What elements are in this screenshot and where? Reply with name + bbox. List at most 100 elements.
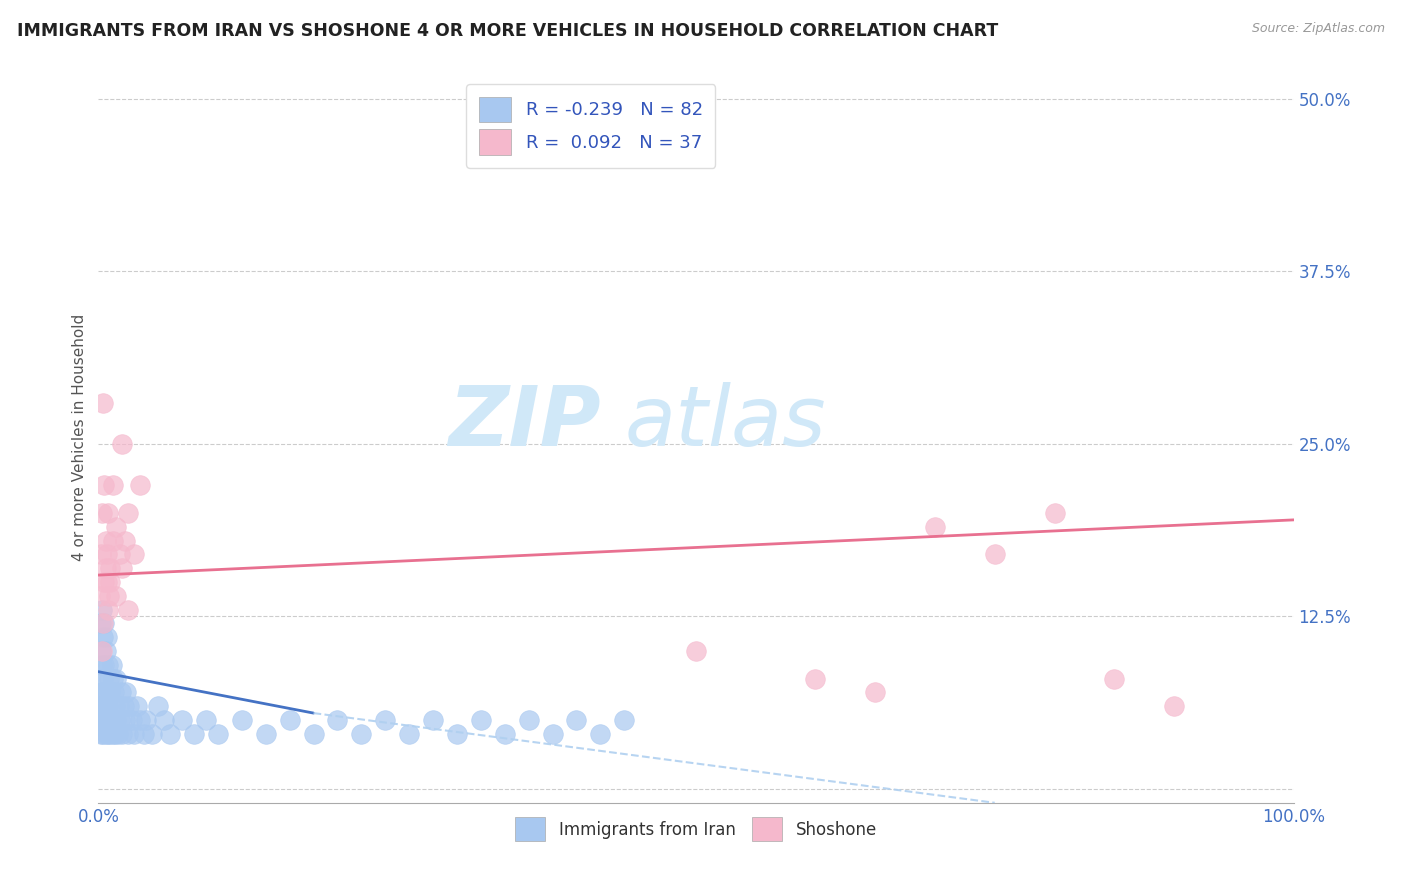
Point	[124, 727, 146, 741]
Point	[117, 506, 139, 520]
Point	[91, 672, 114, 686]
Point	[98, 589, 121, 603]
Point	[94, 561, 117, 575]
Point	[91, 685, 114, 699]
Point	[804, 672, 827, 686]
Point	[1163, 699, 1185, 714]
Point	[91, 713, 114, 727]
Point	[101, 727, 124, 741]
Point	[115, 685, 138, 699]
Point	[90, 727, 112, 741]
Point	[494, 727, 516, 741]
Point	[107, 699, 129, 714]
Point	[541, 727, 564, 741]
Point	[924, 520, 946, 534]
Point	[111, 437, 134, 451]
Point	[118, 699, 141, 714]
Point	[114, 713, 136, 727]
Point	[153, 713, 176, 727]
Point	[103, 685, 125, 699]
Point	[207, 727, 229, 741]
Point	[111, 727, 134, 741]
Point	[350, 727, 373, 741]
Point	[101, 672, 124, 686]
Point	[589, 727, 612, 741]
Point	[114, 533, 136, 548]
Point	[89, 589, 111, 603]
Point	[90, 548, 112, 562]
Point	[129, 478, 152, 492]
Y-axis label: 4 or more Vehicles in Household: 4 or more Vehicles in Household	[72, 313, 87, 561]
Point	[121, 713, 143, 727]
Point	[96, 574, 118, 589]
Point	[94, 699, 117, 714]
Point	[97, 727, 120, 741]
Point	[111, 561, 134, 575]
Point	[104, 727, 127, 741]
Point	[91, 602, 114, 616]
Point	[135, 713, 157, 727]
Point	[613, 713, 636, 727]
Point	[90, 616, 112, 631]
Point	[110, 685, 132, 699]
Point	[96, 685, 118, 699]
Point	[105, 520, 128, 534]
Point	[374, 713, 396, 727]
Legend: Immigrants from Iran, Shoshone: Immigrants from Iran, Shoshone	[508, 809, 884, 849]
Point	[93, 478, 115, 492]
Point	[89, 713, 111, 727]
Point	[565, 713, 588, 727]
Point	[159, 727, 181, 741]
Point	[117, 727, 139, 741]
Point	[865, 685, 887, 699]
Point	[231, 713, 253, 727]
Point	[100, 657, 122, 672]
Point	[132, 727, 155, 741]
Point	[93, 685, 115, 699]
Text: Source: ZipAtlas.com: Source: ZipAtlas.com	[1251, 22, 1385, 36]
Point	[108, 548, 131, 562]
Point	[91, 657, 114, 672]
Point	[98, 574, 122, 589]
Point	[141, 727, 163, 741]
Point	[94, 727, 117, 741]
Point	[93, 713, 115, 727]
Point	[91, 699, 114, 714]
Point	[94, 644, 117, 658]
Point	[105, 713, 128, 727]
Point	[685, 644, 707, 658]
Point	[1104, 672, 1126, 686]
Point	[278, 713, 301, 727]
Text: atlas: atlas	[624, 382, 825, 463]
Point	[254, 727, 277, 741]
Point	[104, 699, 127, 714]
Point	[183, 727, 205, 741]
Point	[517, 713, 540, 727]
Point	[470, 713, 492, 727]
Point	[129, 713, 152, 727]
Point	[984, 548, 1007, 562]
Point	[148, 699, 170, 714]
Point	[125, 699, 148, 714]
Point	[91, 616, 114, 631]
Point	[195, 713, 218, 727]
Point	[98, 672, 121, 686]
Point	[100, 713, 122, 727]
Point	[91, 506, 114, 520]
Point	[302, 727, 325, 741]
Point	[91, 395, 114, 409]
Text: IMMIGRANTS FROM IRAN VS SHOSHONE 4 OR MORE VEHICLES IN HOUSEHOLD CORRELATION CHA: IMMIGRANTS FROM IRAN VS SHOSHONE 4 OR MO…	[17, 22, 998, 40]
Point	[398, 727, 420, 741]
Point	[93, 616, 115, 631]
Point	[103, 713, 125, 727]
Point	[96, 713, 118, 727]
Point	[97, 699, 120, 714]
Point	[117, 602, 139, 616]
Point	[97, 602, 120, 616]
Point	[172, 713, 194, 727]
Point	[98, 561, 122, 575]
Point	[96, 548, 118, 562]
Point	[96, 630, 118, 644]
Point	[90, 699, 112, 714]
Point	[326, 713, 349, 727]
